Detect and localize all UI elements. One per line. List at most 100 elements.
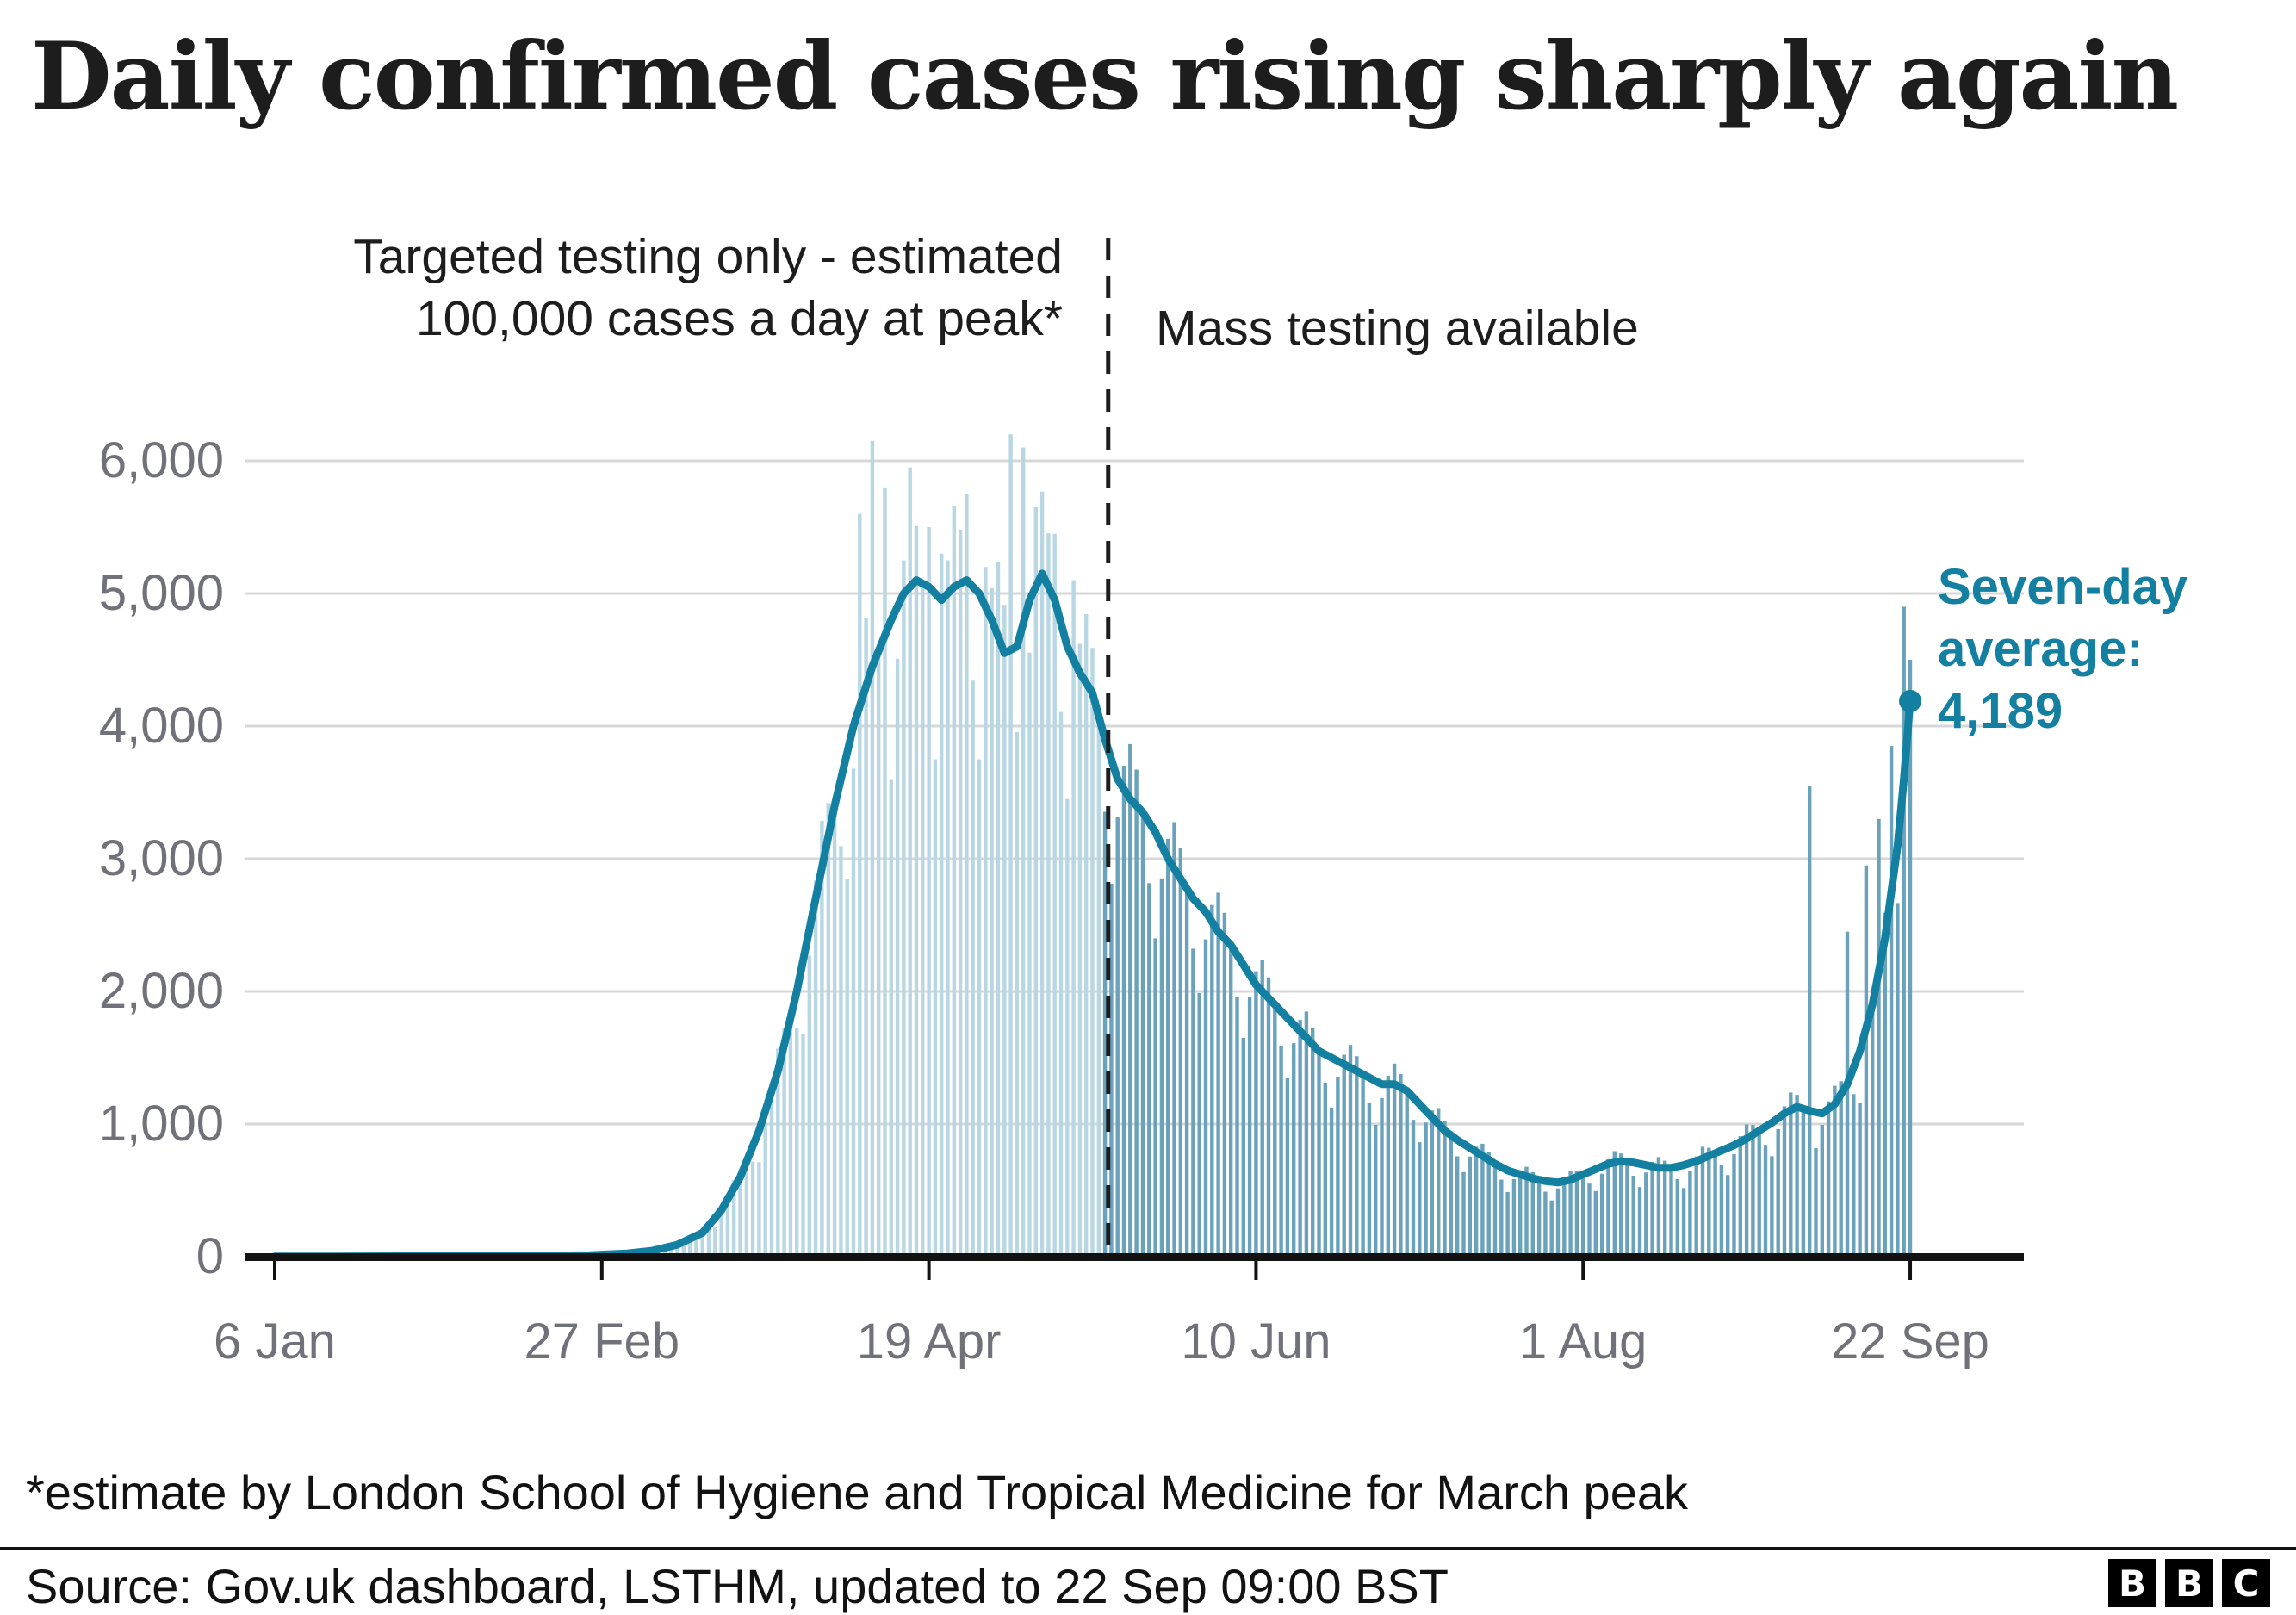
daily-cases-bar <box>1109 883 1114 1257</box>
daily-cases-bar <box>1713 1152 1717 1257</box>
daily-cases-bar <box>1770 1156 1774 1257</box>
daily-cases-bar <box>870 440 875 1257</box>
daily-cases-bar <box>681 1240 686 1257</box>
daily-cases-bar <box>1084 614 1089 1257</box>
daily-cases-bar <box>1612 1151 1617 1257</box>
daily-cases-bar <box>1039 491 1045 1257</box>
daily-cases-bar <box>1348 1045 1353 1257</box>
daily-cases-bar <box>839 846 843 1257</box>
daily-cases-bar <box>1002 605 1007 1257</box>
daily-cases-bar <box>933 759 938 1257</box>
x-axis-tick <box>1908 1261 1913 1280</box>
daily-cases-bar <box>795 1028 799 1257</box>
daily-cases-bar <box>744 1161 748 1257</box>
daily-cases-bar <box>713 1227 717 1257</box>
daily-cases-bar <box>801 1034 805 1257</box>
daily-cases-bar <box>895 658 900 1257</box>
daily-cases-bar <box>1877 818 1881 1257</box>
daily-cases-bar <box>1530 1171 1535 1257</box>
daily-cases-bar <box>1845 931 1850 1257</box>
daily-cases-bar <box>1814 1148 1818 1257</box>
x-axis-label: 10 Jun <box>1181 1314 1331 1370</box>
seven-day-average-end-dot <box>1899 689 1922 712</box>
daily-cases-bar <box>719 1214 723 1257</box>
daily-cases-bar <box>738 1171 742 1257</box>
daily-cases-bar <box>675 1245 679 1257</box>
x-axis-tick <box>1254 1261 1258 1280</box>
daily-cases-bar <box>1008 434 1013 1257</box>
daily-cases-bar <box>1738 1136 1742 1257</box>
daily-cases-bar <box>1191 948 1195 1257</box>
bbc-logo-block-b2: B <box>2165 1559 2213 1607</box>
daily-cases-bar <box>662 1249 667 1257</box>
daily-cases-bar <box>1864 865 1869 1257</box>
daily-cases-bar <box>1449 1135 1453 1257</box>
daily-cases-bar <box>889 779 893 1257</box>
daily-cases-bar <box>877 650 881 1257</box>
x-axis-tick <box>273 1261 276 1280</box>
daily-cases-bar <box>757 1162 761 1257</box>
daily-cases-bar <box>921 583 925 1257</box>
x-axis-tick <box>927 1261 931 1280</box>
y-axis-label: 2,000 <box>98 963 224 1019</box>
daily-cases-bar <box>883 487 887 1257</box>
daily-cases-bar <box>1606 1158 1610 1257</box>
daily-cases-bar <box>1505 1191 1510 1257</box>
y-axis-label: 4,000 <box>98 698 224 754</box>
daily-cases-bar <box>1355 1056 1359 1257</box>
daily-cases-bar <box>725 1196 730 1257</box>
daily-cases-bar <box>1317 1051 1321 1257</box>
daily-cases-bar <box>1694 1156 1698 1257</box>
daily-cases-bar <box>1077 643 1083 1257</box>
daily-cases-bar <box>1744 1124 1749 1257</box>
daily-cases-bar <box>1486 1152 1491 1257</box>
daily-cases-bar <box>782 1027 786 1257</box>
daily-cases-bar <box>1298 1020 1302 1257</box>
seven-day-average-callout: Seven-day average: 4,189 <box>1938 556 2282 742</box>
daily-cases-bar <box>1593 1190 1598 1257</box>
x-axis-tick <box>1581 1261 1585 1280</box>
daily-cases-bar <box>1090 648 1095 1257</box>
daily-cases-bar <box>1889 746 1894 1257</box>
daily-cases-bar <box>1663 1160 1667 1257</box>
seven-day-average-line <box>270 569 1914 1261</box>
daily-cases-bar <box>1536 1179 1542 1257</box>
x-axis-tick <box>599 1261 604 1280</box>
x-axis-label: 27 Feb <box>524 1314 680 1370</box>
daily-cases-bar <box>1247 997 1252 1257</box>
daily-cases-bar <box>1197 992 1201 1257</box>
daily-cases-bar <box>1543 1191 1548 1257</box>
daily-cases-bar <box>1511 1179 1517 1257</box>
bbc-logo-block-c: C <box>2222 1559 2270 1607</box>
daily-cases-bar <box>927 527 931 1257</box>
footer-divider <box>0 1547 2296 1550</box>
daily-cases-bar <box>1568 1171 1573 1257</box>
daily-cases-bar <box>1021 447 1026 1257</box>
daily-cases-bar <box>1273 1004 1277 1257</box>
daily-cases-bar <box>1241 1037 1245 1257</box>
y-axis-label: 6,000 <box>98 432 224 488</box>
x-axis-label: 19 Apr <box>856 1314 1002 1370</box>
daily-cases-bar <box>1896 903 1900 1257</box>
daily-cases-bar <box>1555 1188 1561 1257</box>
daily-cases-bar <box>958 529 963 1257</box>
daily-cases-bar <box>1801 1109 1806 1257</box>
daily-cases-bar <box>1153 938 1157 1257</box>
daily-cases-bar <box>1492 1164 1498 1257</box>
daily-cases-bar <box>1637 1187 1642 1257</box>
daily-cases-bar <box>1178 848 1182 1257</box>
daily-cases-bar <box>1625 1161 1629 1257</box>
daily-cases-bar <box>700 1233 704 1257</box>
daily-cases-bar <box>1732 1154 1736 1257</box>
daily-cases-bar <box>1562 1177 1567 1257</box>
daily-cases-bar <box>1266 977 1271 1257</box>
daily-cases-bar <box>1437 1108 1441 1257</box>
x-axis-label: 6 Jan <box>214 1314 336 1370</box>
daily-cases-bar <box>1524 1166 1529 1257</box>
daily-cases-bar <box>971 680 975 1257</box>
daily-cases-bar <box>1644 1172 1648 1257</box>
daily-cases-bar <box>1908 660 1913 1257</box>
daily-cases-bar <box>864 618 868 1257</box>
daily-cases-bar <box>1839 1081 1843 1257</box>
daily-cases-bar <box>1455 1156 1460 1257</box>
